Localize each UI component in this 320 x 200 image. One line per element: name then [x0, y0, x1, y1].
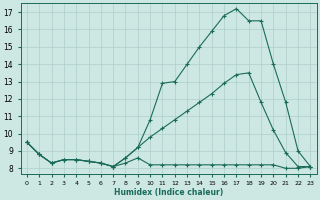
X-axis label: Humidex (Indice chaleur): Humidex (Indice chaleur) — [114, 188, 223, 197]
